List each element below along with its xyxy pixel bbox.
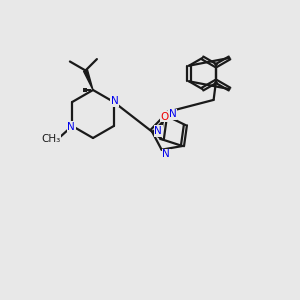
Text: N: N	[67, 122, 75, 132]
Text: N: N	[169, 109, 177, 119]
Text: CH₃: CH₃	[41, 134, 60, 144]
Text: N: N	[162, 149, 170, 159]
Polygon shape	[83, 70, 93, 90]
Text: N: N	[154, 126, 162, 136]
Text: O: O	[160, 112, 169, 122]
Text: N: N	[111, 96, 119, 106]
